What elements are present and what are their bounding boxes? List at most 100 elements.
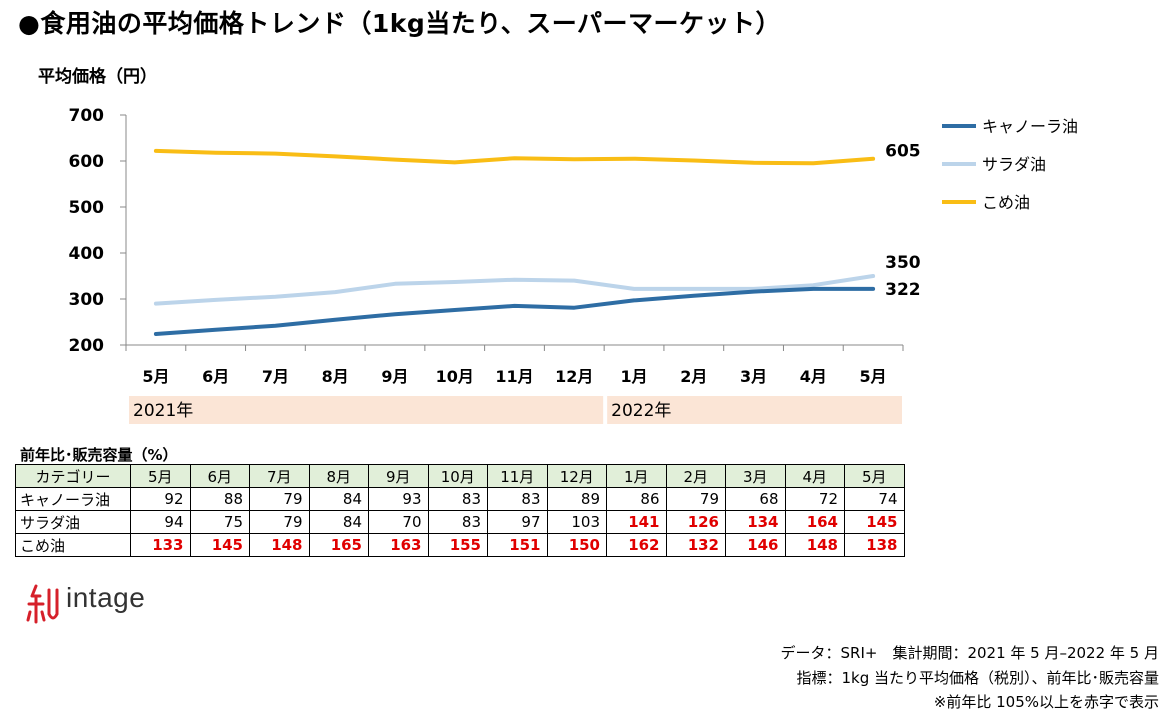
x-tick-label: 5月 <box>860 367 887 386</box>
table-cell: 126 <box>665 510 726 534</box>
table-caption: 前年比･販売容量（%） <box>20 446 178 464</box>
header-month: 4月 <box>784 464 845 488</box>
table-cell: 93 <box>368 487 429 511</box>
legend-label: こめ油 <box>982 193 1030 212</box>
y-axis-title: 平均価格（円） <box>38 66 157 87</box>
table-cell: 94 <box>130 510 191 534</box>
table-cell: 83 <box>427 510 488 534</box>
y-tick-label: 400 <box>69 244 105 264</box>
legend-label: サラダ油 <box>982 155 1046 174</box>
legend-label: キャノーラ油 <box>982 117 1078 136</box>
footnote-source: データ：SRI+ 集計期間：2021 年 5 月–2022 年 5 月 <box>780 644 1159 662</box>
table-cell: 74 <box>844 487 905 511</box>
header-month: 7月 <box>249 464 310 488</box>
intage-logo-icon <box>26 584 59 624</box>
table-cell: 79 <box>249 510 310 534</box>
row-category: サラダ油 <box>15 510 131 534</box>
table-cell: 70 <box>368 510 429 534</box>
header-month: 5月 <box>130 464 191 488</box>
series-line-salad <box>153 274 876 306</box>
year-band <box>129 396 604 424</box>
table-cell: 79 <box>665 487 726 511</box>
table-cell: 84 <box>308 487 369 511</box>
footnote-metric: 指標：1kg 当たり平均価格（税別）、前年比･販売容量 <box>796 669 1159 687</box>
table-cell: 79 <box>249 487 310 511</box>
table-cell: 88 <box>189 487 250 511</box>
table-cell: 84 <box>308 510 369 534</box>
table-cell: 103 <box>546 510 607 534</box>
table-cell: 83 <box>427 487 488 511</box>
table-cell: 86 <box>606 487 667 511</box>
header-month: 10月 <box>427 464 488 488</box>
table-cell: 150 <box>546 533 607 557</box>
table-cell: 132 <box>665 533 726 557</box>
table-cell: 89 <box>546 487 607 511</box>
end-labels: 322 350 605 <box>885 142 921 300</box>
header-month: 2月 <box>665 464 726 488</box>
table-row: キャノーラ油 92 88 79 84 93 83 83 89 86 79 68 72 74 <box>15 487 905 511</box>
table-cell: 134 <box>725 510 786 534</box>
row-category: キャノーラ油 <box>15 487 131 511</box>
series-line-canola <box>153 286 876 336</box>
axes <box>125 115 903 346</box>
x-tick-label: 6月 <box>202 367 229 386</box>
logo-text: intage <box>66 582 146 613</box>
x-tick-label: 11月 <box>495 367 533 386</box>
table-cell: 148 <box>249 533 310 557</box>
year-bands: 2021年 2022年 <box>129 396 902 424</box>
table-row: こめ油 133 145 148 165 163 155 151 150 162 132 146 148 1… <box>15 533 905 557</box>
header-month: 12月 <box>546 464 607 488</box>
header-category: カテゴリー <box>15 464 131 488</box>
yoy-volume-table: カテゴリー 5月 6月 7月 8月 9月 10月 11月 12月 1月 2月 3月 4月 5月 キャノーラ… <box>15 464 905 557</box>
table-cell: 141 <box>606 510 667 534</box>
x-axis-ticks: 5月 6月 7月 8月 9月 10月 11月 12月 1月 2月 3月 4月 5月 <box>125 345 904 386</box>
table-cell: 72 <box>784 487 845 511</box>
table-cell: 163 <box>368 533 429 557</box>
header-month: 9月 <box>368 464 429 488</box>
header-month: 8月 <box>308 464 369 488</box>
x-tick-label: 2月 <box>680 367 707 386</box>
table-cell: 145 <box>844 510 905 534</box>
table-cell: 92 <box>130 487 191 511</box>
x-tick-label: 12月 <box>555 367 593 386</box>
y-tick-label: 700 <box>69 106 105 126</box>
x-tick-label: 10月 <box>436 367 474 386</box>
x-tick-label: 1月 <box>620 367 647 386</box>
header-month: 3月 <box>725 464 786 488</box>
table-cell: 165 <box>308 533 369 557</box>
year-band <box>607 396 902 424</box>
row-category: こめ油 <box>15 533 131 557</box>
end-label: 605 <box>885 142 921 162</box>
y-tick-label: 500 <box>69 198 105 218</box>
table-cell: 151 <box>487 533 548 557</box>
table-cell: 162 <box>606 533 667 557</box>
x-tick-label: 4月 <box>800 367 827 386</box>
table-cell: 164 <box>784 510 845 534</box>
price-trend-chart: 平均価格（円） 200 300 400 500 600 700 5月 6月 7月 8月 9月 10月… <box>38 66 1078 424</box>
header-month: 5月 <box>844 464 905 488</box>
end-label: 350 <box>885 253 921 273</box>
y-tick-label: 200 <box>69 336 105 356</box>
table-cell: 145 <box>189 533 250 557</box>
table-cell: 97 <box>487 510 548 534</box>
x-tick-label: 9月 <box>381 367 408 386</box>
header-month: 1月 <box>606 464 667 488</box>
series-line-rice <box>153 148 876 166</box>
table-cell: 148 <box>784 533 845 557</box>
year-band-label: 2022年 <box>611 401 671 421</box>
x-tick-label: 5月 <box>142 367 169 386</box>
header-month: 11月 <box>487 464 548 488</box>
x-tick-label: 7月 <box>262 367 289 386</box>
header-month: 6月 <box>189 464 250 488</box>
year-band-label: 2021年 <box>133 401 193 421</box>
table-cell: 133 <box>130 533 191 557</box>
table-cell: 68 <box>725 487 786 511</box>
x-tick-label: 8月 <box>322 367 349 386</box>
y-tick-label: 600 <box>69 152 105 172</box>
series-lines <box>153 148 876 336</box>
x-tick-label: 3月 <box>740 367 767 386</box>
table-row: サラダ油 94 75 79 84 70 83 97 103 141 126 134 164 145 <box>15 510 905 534</box>
table-cell: 155 <box>427 533 488 557</box>
table-cell: 83 <box>487 487 548 511</box>
